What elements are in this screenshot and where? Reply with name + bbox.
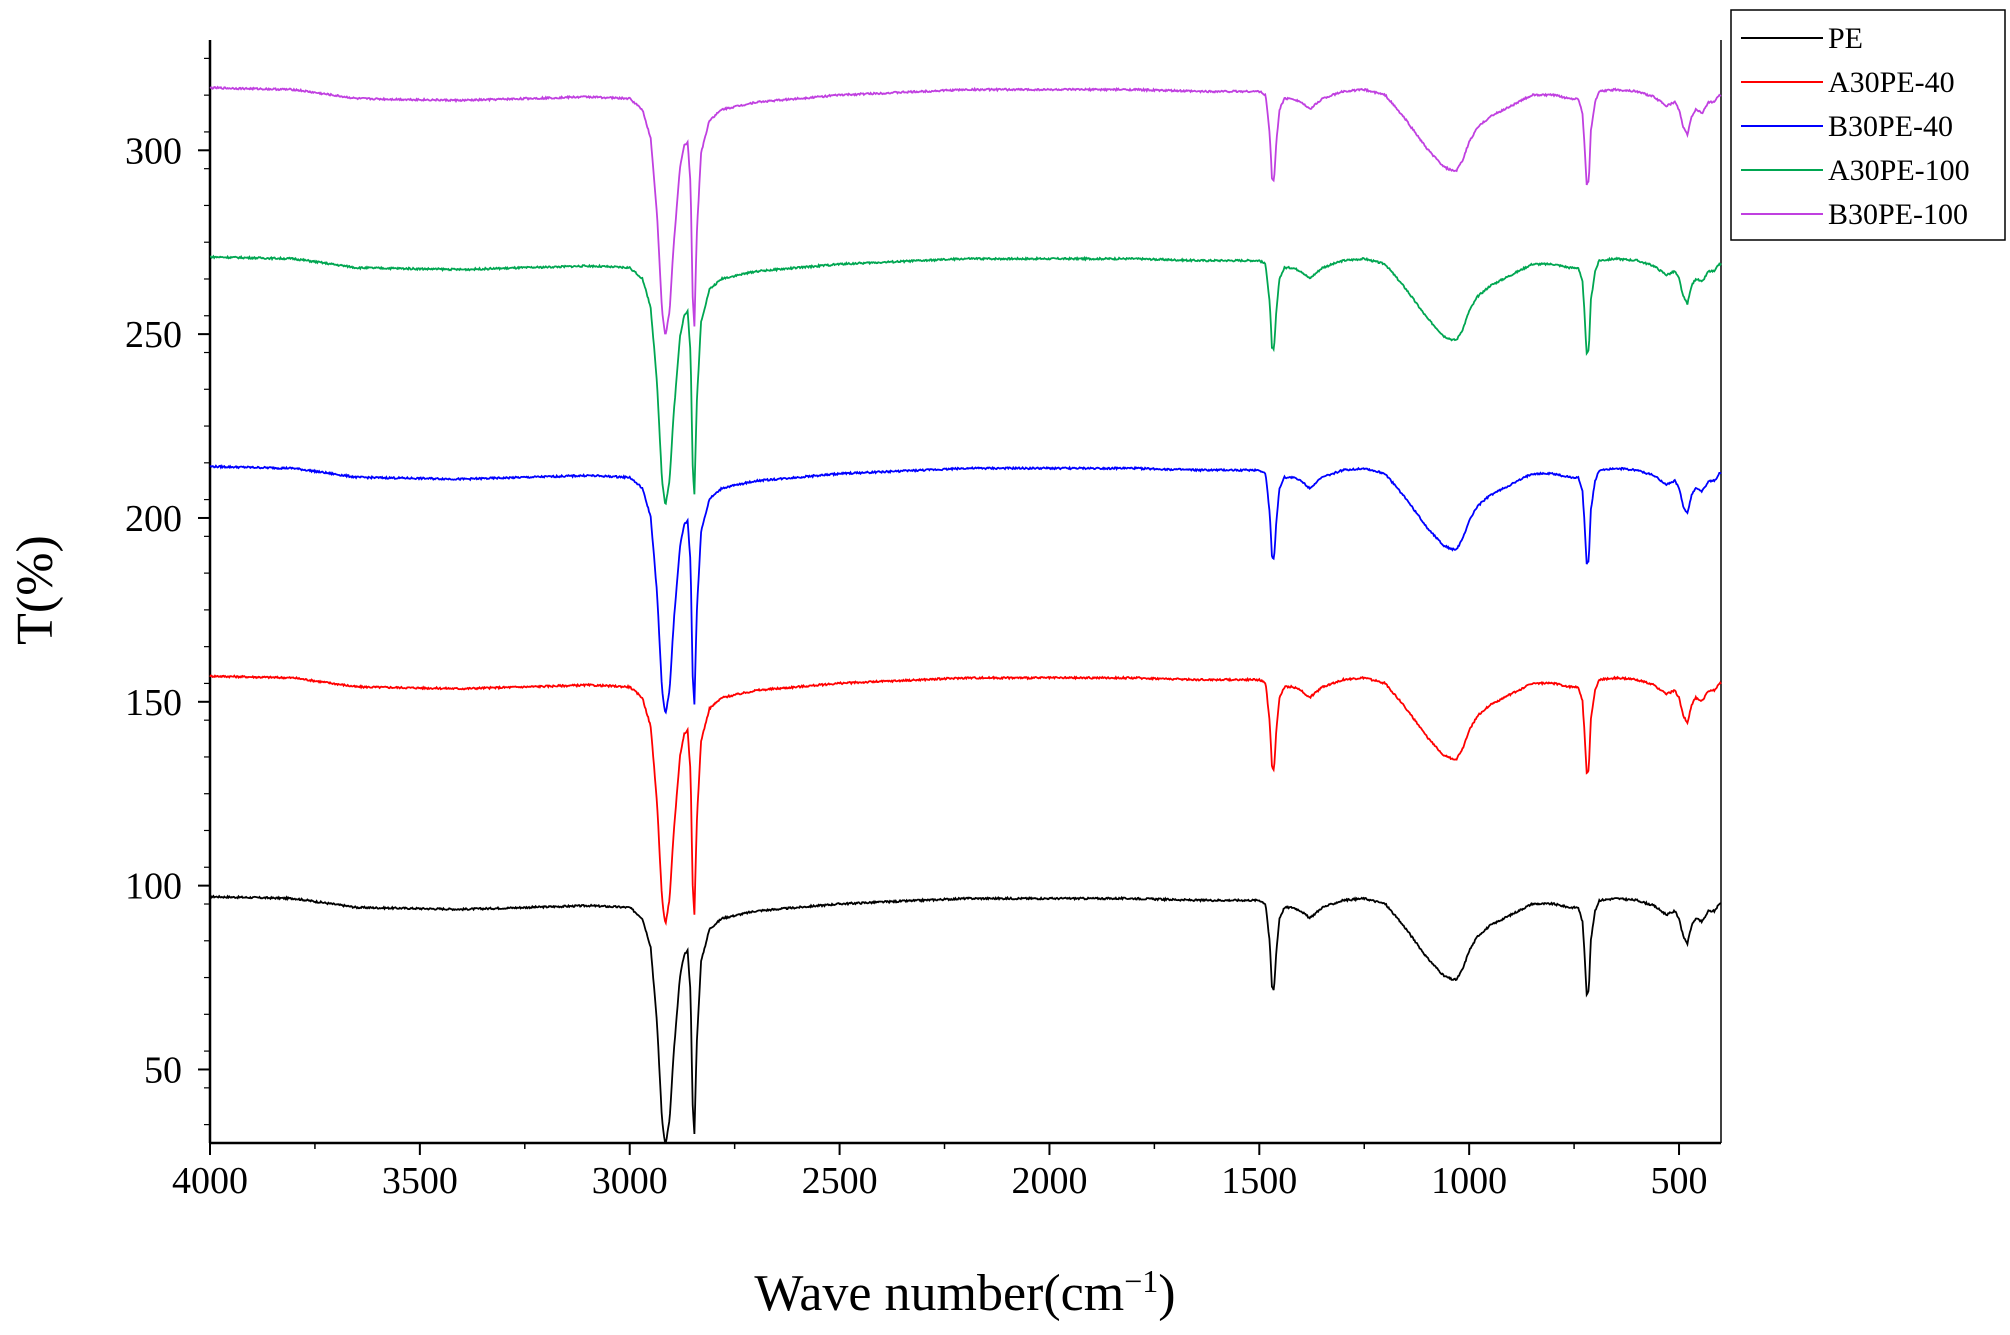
legend-label: PE [1828,22,1863,55]
y-tick-label: 250 [125,314,182,356]
x-axis-ticks: 4000 3500 3000 2500 2000 1500 1000 500 [172,1143,1708,1202]
x-tick-label: 4000 [172,1160,248,1202]
x-tick-label: 3000 [592,1160,668,1202]
y-tick-label: 100 [125,866,182,908]
series-line-a30pe-100 [209,254,1722,506]
x-tick-label: 500 [1651,1160,1708,1202]
y-tick-label: 50 [144,1049,182,1091]
x-tick-label: 3500 [382,1160,458,1202]
legend: PE A30PE-40 B30PE-40 A30PE-100 B30PE-100 [1730,9,2006,241]
x-tick-label: 1000 [1431,1160,1507,1202]
y-axis-title: T(%) [7,535,64,645]
y-tick-label: 300 [125,130,182,172]
x-tick-label: 1500 [1221,1160,1297,1202]
legend-label: A30PE-100 [1828,154,1970,187]
legend-label: A30PE-40 [1828,66,1955,99]
x-axis-title: Wave number(cm−1) [754,1263,1175,1322]
x-tick-label: 2000 [1011,1160,1087,1202]
series-layer [209,85,1722,1145]
series-line-pe [210,894,1722,1145]
y-tick-label: 200 [125,498,182,540]
series-line-b30pe-40 [209,464,1722,715]
series-line-a30pe-40 [209,674,1722,926]
x-tick-label: 2500 [802,1160,878,1202]
series-line-b30pe-100 [209,85,1722,335]
y-axis-ticks: 50 100 150 200 250 300 [125,57,210,1126]
legend-label: B30PE-40 [1828,110,1953,143]
y-tick-label: 150 [125,682,182,724]
legend-label: B30PE-100 [1828,198,1968,231]
